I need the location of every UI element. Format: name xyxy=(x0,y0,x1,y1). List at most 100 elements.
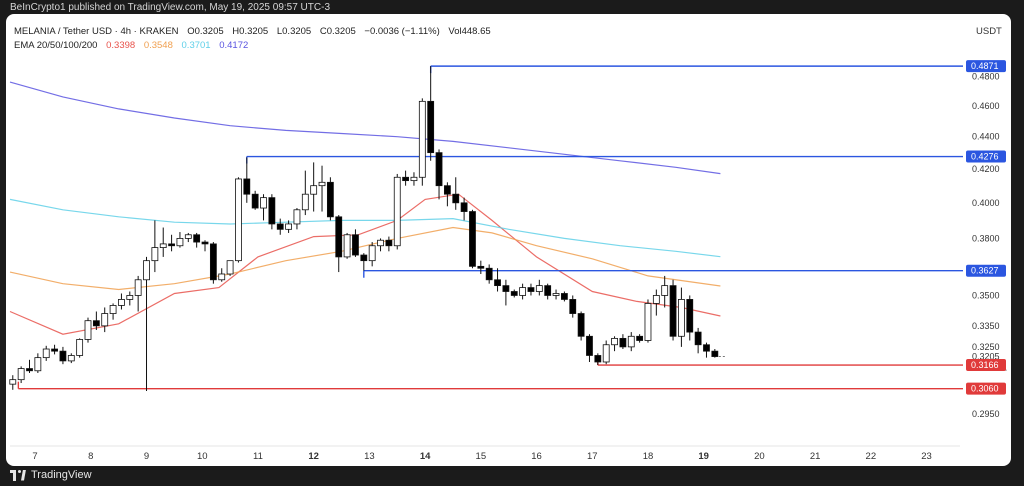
candle-body-37 xyxy=(310,185,318,195)
candle-body-63 xyxy=(527,287,535,292)
candle-body-64 xyxy=(535,285,543,292)
candle-body-44 xyxy=(368,245,376,262)
candle-body-2 xyxy=(17,368,25,381)
candle-body-6 xyxy=(51,348,58,352)
candle-body-21 xyxy=(176,238,184,247)
candle-body-33 xyxy=(276,223,284,230)
level-tag-label-1: 0.4871 xyxy=(971,61,999,71)
level-tag-label-2: 0.4276 xyxy=(971,152,999,162)
candle-body-13 xyxy=(109,305,117,314)
candle-body-31 xyxy=(260,197,267,209)
x-tick-label-1: 7 xyxy=(32,451,37,462)
x-tick-label-12: 18 xyxy=(643,451,654,462)
y-tick-label-5: 0.4000 xyxy=(972,198,1000,208)
symbol-label[interactable]: MELANIA / Tether USD · 4h · KRAKEN xyxy=(14,26,179,37)
candle-body-85 xyxy=(711,350,719,357)
candle-body-55 xyxy=(460,202,468,212)
change-value: −0.0036 (−1.11%) xyxy=(364,26,440,37)
close-value: C0.3205 xyxy=(319,26,356,37)
candle-body-26 xyxy=(218,273,226,281)
candle-body-38 xyxy=(318,181,326,187)
candle-body-70 xyxy=(586,335,593,356)
ema-line-2 xyxy=(9,226,721,291)
x-tick-label-9: 15 xyxy=(476,451,487,462)
candle-body-74 xyxy=(619,337,627,348)
candle-body-16 xyxy=(134,279,142,296)
ema-line-1 xyxy=(9,193,721,335)
y-tick-label-2: 0.4600 xyxy=(972,101,1000,111)
candle-body-14 xyxy=(118,299,125,306)
x-tick-label-5: 11 xyxy=(253,451,263,462)
candle-body-27 xyxy=(226,260,234,275)
candle-body-78 xyxy=(652,295,660,304)
y-tick-label-4: 0.4200 xyxy=(972,164,1000,174)
x-tick-label-16: 22 xyxy=(866,451,877,462)
high-value: H0.3205 xyxy=(232,26,269,37)
candle-body-56 xyxy=(469,211,476,267)
footer-brand-label: TradingView xyxy=(31,469,92,481)
x-tick-label-4: 10 xyxy=(197,451,208,462)
y-tick-label-6: 0.3800 xyxy=(972,233,1000,243)
candle-body-82 xyxy=(686,299,694,333)
candle-body-18 xyxy=(151,247,159,262)
candle-body-3 xyxy=(26,368,33,372)
y-tick-label-7: 0.3500 xyxy=(972,290,1000,300)
candle-body-51 xyxy=(427,100,435,154)
candle-body-28 xyxy=(235,178,242,262)
candle-body-36 xyxy=(301,193,309,211)
candle-body-22 xyxy=(184,234,192,239)
candle-body-80 xyxy=(669,285,677,337)
candle-body-46 xyxy=(385,239,393,247)
ema50-value: 0.3548 xyxy=(143,40,173,51)
level-tag-label-4: 0.3166 xyxy=(971,360,999,370)
candle-body-66 xyxy=(552,293,560,296)
y-tick-label-1: 0.4800 xyxy=(972,71,1000,81)
chart-panel xyxy=(6,14,1011,466)
candle-body-35 xyxy=(293,209,301,225)
candle-body-11 xyxy=(92,320,100,327)
candle-body-50 xyxy=(418,100,426,178)
candle-body-5 xyxy=(42,348,50,359)
open-value: O0.3205 xyxy=(187,26,224,37)
candle-body-15 xyxy=(126,295,134,300)
candle-body-1 xyxy=(9,379,17,385)
candle-body-41 xyxy=(343,234,351,258)
candle-body-67 xyxy=(560,293,568,300)
candle-body-45 xyxy=(377,239,384,247)
ema20-value: 0.3398 xyxy=(106,40,136,51)
level-tag-2 xyxy=(966,150,1006,163)
candle-body-34 xyxy=(285,223,292,230)
x-tick-label-14: 20 xyxy=(754,451,765,462)
x-tick-label-6: 12 xyxy=(308,451,319,462)
candle-body-17 xyxy=(143,260,150,281)
candle-body-53 xyxy=(443,185,451,195)
y-tick-label-10: 0.2950 xyxy=(972,409,1000,419)
level-tag-1 xyxy=(966,60,1006,73)
candle-body-72 xyxy=(602,344,610,363)
x-tick-label-13: 19 xyxy=(698,451,709,462)
candle-body-73 xyxy=(611,337,618,346)
ohlc-legend: MELANIA / Tether USD · 4h · KRAKEN O0.32… xyxy=(14,26,497,37)
candle-body-83 xyxy=(694,331,702,346)
ema-line-3 xyxy=(9,198,721,258)
candle-body-68 xyxy=(569,299,577,314)
candle-body-40 xyxy=(335,216,343,258)
candle-body-59 xyxy=(494,279,501,287)
candle-body-58 xyxy=(485,267,493,281)
candle-body-25 xyxy=(209,243,217,281)
candle-body-8 xyxy=(67,355,75,362)
x-tick-label-15: 21 xyxy=(810,451,821,462)
candle-body-42 xyxy=(352,234,359,256)
candle-body-61 xyxy=(510,291,518,296)
candle-body-24 xyxy=(201,241,209,245)
ema-label[interactable]: EMA 20/50/100/200 xyxy=(14,40,98,51)
candle-body-12 xyxy=(101,313,109,327)
level-tag-label-3: 0.3627 xyxy=(971,266,999,276)
level-tag-4 xyxy=(966,359,1006,372)
tradingview-logo-icon xyxy=(10,469,26,481)
candle-body-81 xyxy=(678,299,685,337)
ema200-value: 0.4172 xyxy=(219,40,249,51)
candle-body-60 xyxy=(502,285,510,292)
level-tag-3 xyxy=(966,264,1006,277)
